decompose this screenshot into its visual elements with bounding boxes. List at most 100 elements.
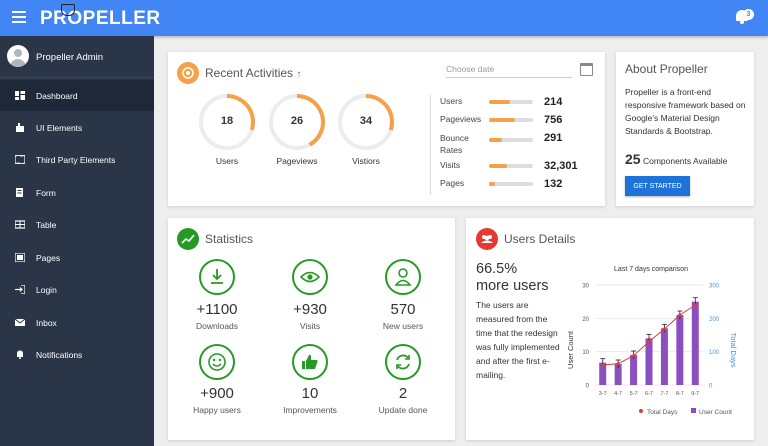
pageviews-dial xyxy=(269,94,325,150)
x-tick-label: 4-7 xyxy=(614,391,622,397)
stat-value: 291 xyxy=(544,132,563,144)
calendar-icon[interactable] xyxy=(580,63,593,76)
sidebar-item-ui-elements[interactable]: UI Elements xyxy=(0,112,154,143)
x-tick-label: 6-7 xyxy=(645,391,653,397)
bar xyxy=(676,315,684,385)
y-axis-label: User Count xyxy=(566,330,575,369)
stat-happy-users-label: Happy users xyxy=(193,405,241,415)
y2-axis-label: Total Days xyxy=(729,332,738,367)
sidebar-item-inbox[interactable]: Inbox xyxy=(0,307,154,338)
users-dial-value: 18 xyxy=(220,115,234,127)
sidebar-item-notifications[interactable]: Notifications xyxy=(0,339,154,370)
stat-label: Visits xyxy=(440,160,461,170)
stat-label: Users xyxy=(440,96,463,106)
sidebar-item-pages[interactable]: Pages xyxy=(0,242,154,273)
stat-bar xyxy=(489,164,533,168)
bell-icon xyxy=(17,350,23,359)
bar xyxy=(599,362,607,385)
stat-label: Pageviews xyxy=(440,114,482,124)
legend-total-days-swatch xyxy=(639,409,643,413)
sidebar-item-third-party[interactable]: Third Party Elements xyxy=(0,144,154,175)
trending-icon xyxy=(177,228,199,250)
y-tick-label: 10 xyxy=(582,350,589,356)
login-icon xyxy=(15,285,25,294)
y2-tick-label: 200 xyxy=(709,317,720,323)
stat-value: 32,301 xyxy=(544,160,578,172)
sync-icon xyxy=(385,344,421,380)
map-icon xyxy=(15,155,25,164)
stat-bar xyxy=(489,118,533,122)
choose-date-input[interactable] xyxy=(446,60,572,78)
sidebar-item-label: Notifications xyxy=(36,350,83,360)
line-point xyxy=(693,303,697,307)
line-point xyxy=(601,363,605,367)
sidebar-item-label: Login xyxy=(36,285,57,295)
dashboard-icon xyxy=(15,91,25,100)
users-description: The users are measured from the time tha… xyxy=(476,300,560,380)
form-icon xyxy=(16,188,23,197)
smile-icon xyxy=(199,344,235,380)
x-tick-label: 5-7 xyxy=(630,391,638,397)
bar xyxy=(691,301,699,385)
notification-bell-icon[interactable] xyxy=(736,10,748,24)
menu-icon[interactable] xyxy=(12,11,26,23)
sidebar-item-login[interactable]: Login xyxy=(0,274,154,305)
stat-label: Bounce Rates xyxy=(440,133,469,155)
stat-bar xyxy=(489,138,533,142)
sidebar-item-label: Form xyxy=(36,188,56,198)
logo[interactable]: PROPELLER xyxy=(40,8,161,29)
last-7-days-chart: Last 7 days comparison 01020300100200300… xyxy=(566,266,738,416)
sidebar-item-table[interactable]: Table xyxy=(0,209,154,240)
bar xyxy=(645,338,653,385)
users-details-title: Users Details xyxy=(504,232,576,246)
sidebar-item-label: Third Party Elements xyxy=(36,155,116,165)
stat-bar xyxy=(489,182,533,186)
line-point xyxy=(616,362,620,366)
sidebar-item-label: Table xyxy=(36,220,57,230)
divider xyxy=(430,95,431,195)
bar xyxy=(630,355,638,385)
line-point xyxy=(647,340,651,344)
thumbs-up-icon xyxy=(292,344,328,380)
eye-icon xyxy=(292,259,328,295)
statistics-title: Statistics xyxy=(205,232,254,246)
x-tick-label: 8-7 xyxy=(676,391,684,397)
user-name: Propeller Admin xyxy=(36,52,104,63)
tools-icon xyxy=(16,123,24,132)
top-app-bar: PROPELLER 3 xyxy=(0,0,768,36)
pages-icon xyxy=(15,253,25,262)
stat-improvements-label: Improvements xyxy=(283,405,337,415)
statistics-card xyxy=(168,218,455,440)
sidebar-item-dashboard[interactable]: Dashboard xyxy=(0,80,154,111)
line-point xyxy=(678,313,682,317)
legend-user-count: User Count xyxy=(699,409,732,416)
download-icon xyxy=(199,259,235,295)
stat-update-done-value: 2 xyxy=(398,385,408,402)
sidebar: Propeller Admin Dashboard UI Elements Th… xyxy=(0,36,154,446)
y2-tick-label: 0 xyxy=(709,384,713,390)
recent-activities-title: Recent Activities ↑ xyxy=(205,66,302,80)
about-title: About Propeller xyxy=(625,62,708,76)
sidebar-item-label: Dashboard xyxy=(36,91,78,101)
trend-up-icon: ↑ xyxy=(296,69,302,80)
y-tick-label: 0 xyxy=(586,384,590,390)
visitors-dial xyxy=(338,94,394,150)
x-tick-label: 9-7 xyxy=(691,391,699,397)
stat-visits-value: +930 xyxy=(293,301,327,318)
legend-total-days: Total Days xyxy=(647,409,678,416)
sidebar-user[interactable]: Propeller Admin xyxy=(0,36,154,78)
notification-badge: 3 xyxy=(743,9,754,20)
stat-happy-users-value: +900 xyxy=(200,385,234,402)
chart-title: Last 7 days comparison xyxy=(614,266,688,273)
bar xyxy=(614,364,622,385)
about-text: Propeller is a front-end responsive fram… xyxy=(625,87,746,136)
stat-improvements-value: 10 xyxy=(301,385,319,402)
visitors-dial-value: 34 xyxy=(359,115,373,127)
y2-tick-label: 100 xyxy=(709,350,720,356)
mail-icon xyxy=(15,318,25,326)
users-dial-label: Users xyxy=(215,156,239,166)
get-started-button[interactable]: GET STARTED xyxy=(625,176,690,196)
stat-value: 756 xyxy=(544,114,563,126)
users-details-card xyxy=(466,218,754,440)
sidebar-item-form[interactable]: Form xyxy=(0,177,154,208)
